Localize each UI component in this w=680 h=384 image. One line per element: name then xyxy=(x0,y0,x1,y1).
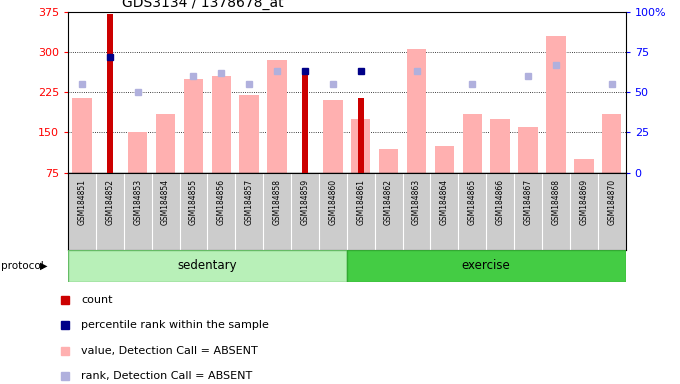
Text: GSM184851: GSM184851 xyxy=(78,179,86,225)
Bar xyxy=(267,60,287,173)
Bar xyxy=(323,100,343,173)
Bar xyxy=(72,98,92,173)
Text: GSM184869: GSM184869 xyxy=(579,179,588,225)
Text: GSM184868: GSM184868 xyxy=(551,179,560,225)
Text: GSM184853: GSM184853 xyxy=(133,179,142,225)
Bar xyxy=(490,119,510,173)
Text: GSM184859: GSM184859 xyxy=(301,179,309,225)
FancyBboxPatch shape xyxy=(68,250,347,281)
Text: GDS3134 / 1378678_at: GDS3134 / 1378678_at xyxy=(122,0,284,10)
Text: GSM184858: GSM184858 xyxy=(273,179,282,225)
Bar xyxy=(211,76,231,173)
Bar xyxy=(574,159,594,173)
Text: percentile rank within the sample: percentile rank within the sample xyxy=(81,320,269,330)
Text: GSM184865: GSM184865 xyxy=(468,179,477,225)
Bar xyxy=(358,98,364,173)
Bar xyxy=(407,49,426,173)
Text: protocol: protocol xyxy=(1,261,44,271)
Bar xyxy=(602,114,622,173)
Text: GSM184867: GSM184867 xyxy=(524,179,532,225)
Text: GSM184866: GSM184866 xyxy=(496,179,505,225)
Bar xyxy=(379,149,398,173)
Text: GSM184854: GSM184854 xyxy=(161,179,170,225)
FancyBboxPatch shape xyxy=(347,250,626,281)
Bar xyxy=(302,73,308,173)
Text: GSM184870: GSM184870 xyxy=(607,179,616,225)
Text: GSM184852: GSM184852 xyxy=(105,179,114,225)
Bar xyxy=(351,119,371,173)
Text: GSM184855: GSM184855 xyxy=(189,179,198,225)
Bar xyxy=(184,79,203,173)
Text: GSM184857: GSM184857 xyxy=(245,179,254,225)
Bar xyxy=(107,14,113,173)
Text: GSM184860: GSM184860 xyxy=(328,179,337,225)
Text: GSM184863: GSM184863 xyxy=(412,179,421,225)
Bar xyxy=(546,36,566,173)
Bar xyxy=(128,132,148,173)
Text: count: count xyxy=(81,295,112,305)
Bar xyxy=(462,114,482,173)
Bar xyxy=(518,127,538,173)
Text: exercise: exercise xyxy=(462,260,511,272)
Text: sedentary: sedentary xyxy=(177,260,237,272)
Text: GSM184861: GSM184861 xyxy=(356,179,365,225)
Text: value, Detection Call = ABSENT: value, Detection Call = ABSENT xyxy=(81,346,258,356)
Text: ▶: ▶ xyxy=(40,261,48,271)
Text: rank, Detection Call = ABSENT: rank, Detection Call = ABSENT xyxy=(81,371,252,381)
Bar xyxy=(435,146,454,173)
Text: GSM184864: GSM184864 xyxy=(440,179,449,225)
Text: GSM184862: GSM184862 xyxy=(384,179,393,225)
Bar xyxy=(239,95,259,173)
Bar xyxy=(156,114,175,173)
Text: GSM184856: GSM184856 xyxy=(217,179,226,225)
